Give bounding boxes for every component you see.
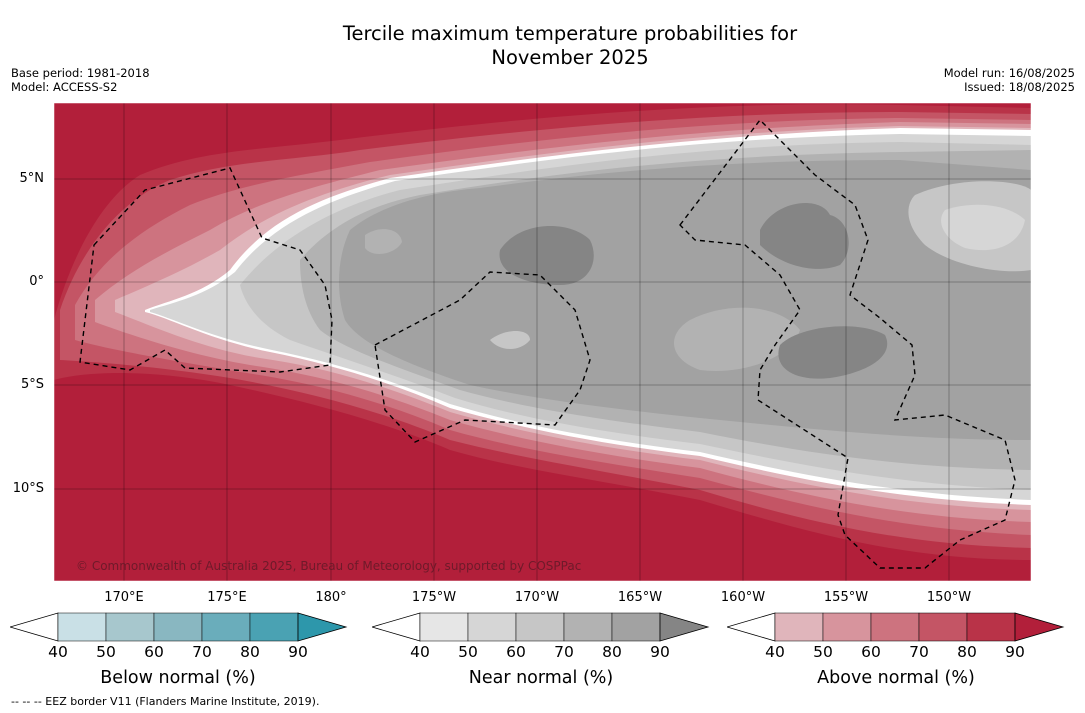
cbar-above-tick: 70 [909,643,929,661]
colorbar-below-upper-arrow [297,612,348,642]
cbar-below-tick: 80 [240,643,260,661]
colorbar-below [10,612,348,642]
meta-left: Base period: 1981-2018 Model: ACCESS-S2 [11,66,150,94]
near-patch-50 [941,204,1025,251]
colorbar-above-seg-3 [870,612,920,642]
lat-label-0: 0° [29,274,44,289]
title-line-1: Tercile maximum temperature probabilitie… [342,22,798,45]
near-patch-70b [490,331,530,349]
lon-label-150w: 150°W [926,590,972,605]
near-patch-90c [778,326,888,379]
colorbar-near-seg-1 [419,612,469,642]
colorbar-above-lower-arrow [727,612,776,642]
colorbar-below-lower-arrow [10,612,59,642]
cbar-near-tick: 50 [458,643,478,661]
lon-label-160w: 160°W [720,590,766,605]
cbar-near-tick: 70 [554,643,574,661]
lat-label-10s: 10°S [12,481,44,496]
cbar-near-tick: 90 [650,643,670,661]
lon-label-170w: 170°W [514,590,560,605]
colorbar-near-title: Near normal (%) [468,668,614,688]
colorbar-below-seg-5 [249,612,299,642]
cbar-below-tick: 90 [288,643,308,661]
lon-label-165w: 165°W [617,590,663,605]
cbar-near-tick: 60 [506,643,526,661]
cbar-above-tick: 40 [765,643,785,661]
colorbar-above-upper-arrow [1014,612,1065,642]
cbar-above-tick: 50 [813,643,833,661]
lon-label-175w: 175°W [411,590,457,605]
lon-label-175e: 175°E [207,590,247,605]
cbar-near-tick: 40 [410,643,430,661]
colorbar-above-title: Above normal (%) [817,668,975,688]
lon-label-180: 180° [315,590,347,605]
colorbar-above-seg-1 [774,612,824,642]
colorbar-below-seg-1 [57,612,107,642]
near-patch-70 [673,307,800,371]
model-name: Model: ACCESS-S2 [11,80,118,94]
meta-right: Model run: 16/08/2025 Issued: 18/08/2025 [944,66,1075,94]
lon-label-155w: 155°W [823,590,869,605]
lat-label-5s: 5°S [20,377,44,392]
cbar-below-tick: 50 [96,643,116,661]
base-period: Base period: 1981-2018 [11,66,150,80]
eez-kiribati-central [374,271,591,443]
colorbar-below-title: Below normal (%) [100,668,256,688]
eez-kiribati-east [679,118,1016,569]
eez-footnote: -- -- -- EEZ border V11 (Flanders Marine… [11,695,320,708]
lat-label-5n: 5°N [19,171,45,186]
colorbar-above [727,612,1065,642]
cbar-below-tick: 40 [48,643,68,661]
colorbar-near-lower-arrow [372,612,421,642]
cbar-below-tick: 60 [144,643,164,661]
cbar-near-tick: 80 [602,643,622,661]
colorbar-near-upper-arrow [659,612,710,642]
near-patch-70c [365,229,402,254]
issued-date: Issued: 18/08/2025 [964,80,1075,94]
colorbar-near [372,612,710,642]
colorbar-below-seg-4 [201,612,251,642]
copyright-notice: © Commonwealth of Australia 2025, Bureau… [76,559,582,573]
colorbar-above-seg-4 [918,612,968,642]
colorbar-near-seg-2 [467,612,517,642]
colorbar-above-seg-5 [966,612,1016,642]
colorbar-below-seg-2 [105,612,155,642]
eez-borders [79,118,1016,569]
colorbar-near-seg-3 [515,612,565,642]
title-line-2: November 2025 [491,46,649,69]
colorbar-near-seg-5 [611,612,661,642]
cbar-below-tick: 70 [192,643,212,661]
cbar-above-tick: 80 [957,643,977,661]
cbar-above-tick: 60 [861,643,881,661]
eez-kiribati-west [79,167,333,373]
near-patch-90b [760,203,849,269]
colorbar-below-seg-3 [153,612,203,642]
model-run: Model run: 16/08/2025 [943,66,1075,80]
chart-title: Tercile maximum temperature probabilitie… [0,22,1085,70]
near-patch-90a [499,226,594,285]
cbar-above-tick: 90 [1005,643,1025,661]
lon-label-170e: 170°E [104,590,144,605]
colorbar-above-seg-2 [822,612,872,642]
colorbar-near-seg-4 [563,612,613,642]
